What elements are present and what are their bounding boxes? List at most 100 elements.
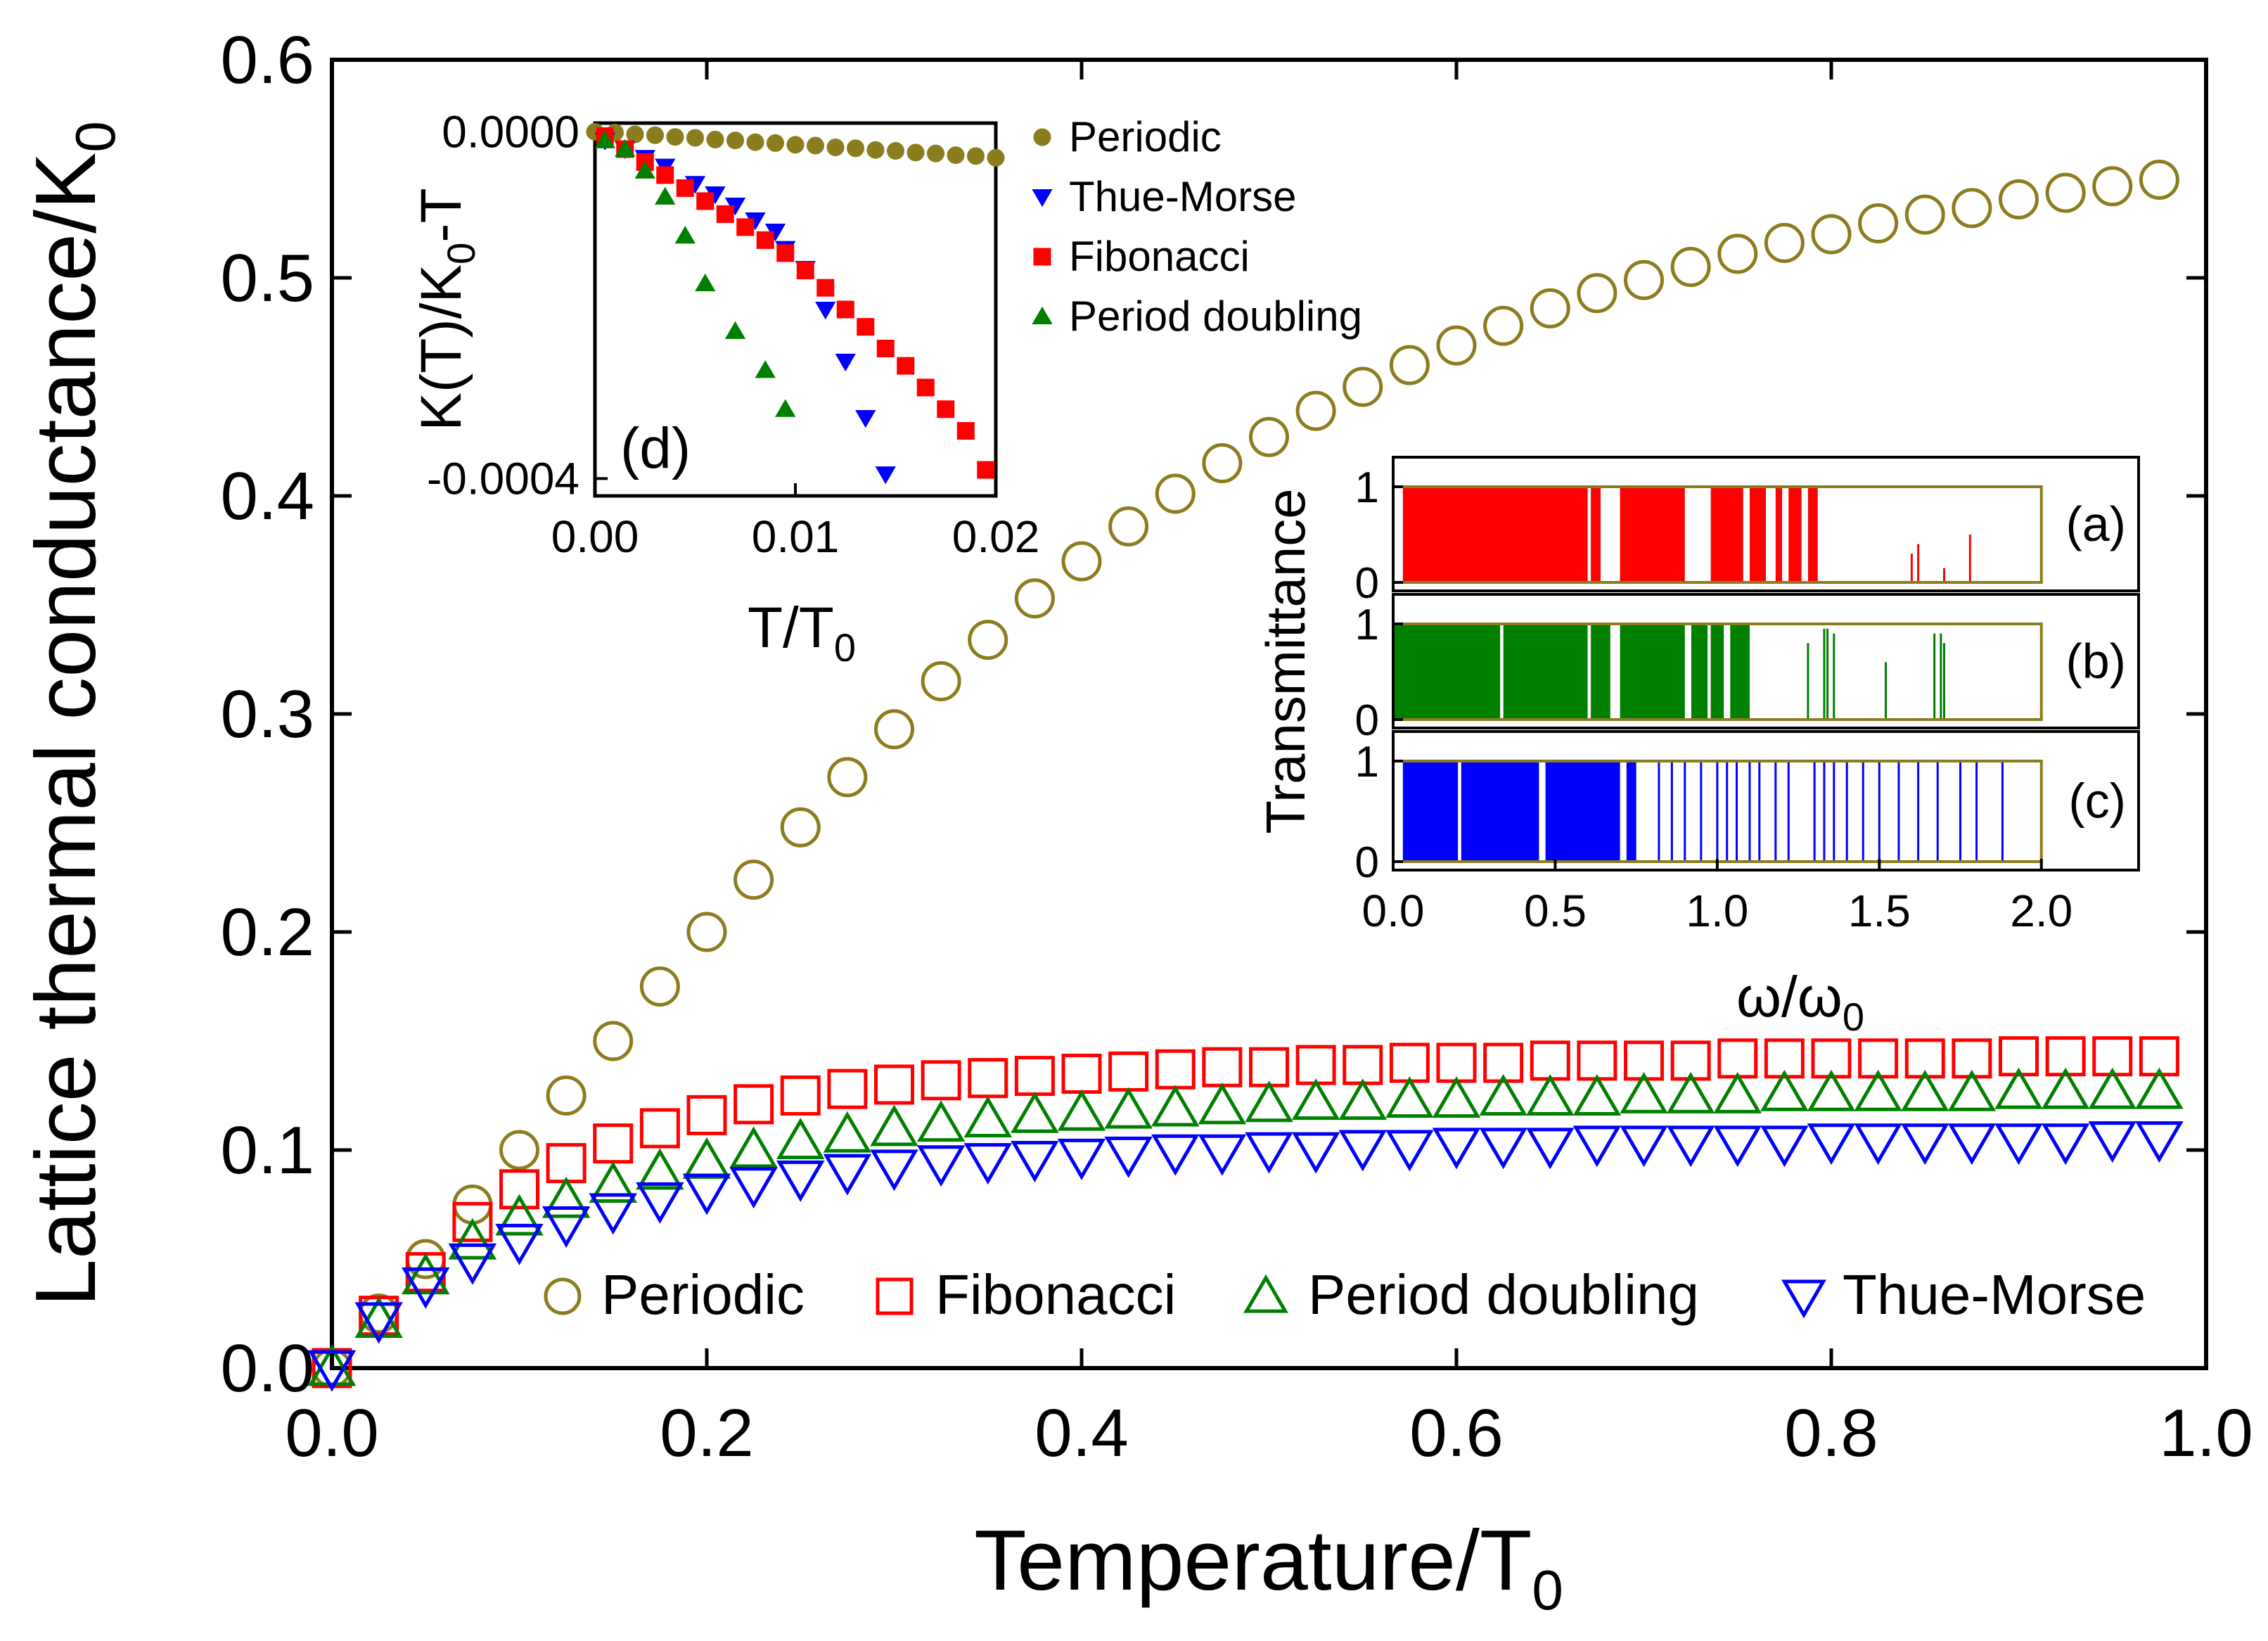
data-point-period-doubling <box>729 1126 778 1168</box>
data-point-periodic <box>639 966 680 1007</box>
data-point-periodic <box>2092 166 2133 207</box>
data-point-period-doubling <box>1291 1078 1340 1120</box>
data-point-period-doubling <box>1245 1080 1293 1123</box>
data-point-periodic <box>593 1021 634 1061</box>
inset-d-legend-marker-period-doubling <box>1032 306 1053 325</box>
main-legend-label-fibonacci: Fibonacci <box>935 1263 1176 1326</box>
inset-d-data-marks <box>586 122 1005 485</box>
inset-d-point-periodic <box>866 141 885 159</box>
data-point-thue-morse <box>2088 1121 2136 1163</box>
inset-d-x-axis-label: T/T0 <box>748 596 856 670</box>
data-point-thue-morse <box>354 1302 403 1344</box>
inset-d-point-fibonacci <box>977 461 995 479</box>
data-point-periodic <box>1811 214 1852 255</box>
main-y-tick-label: 0.4 <box>221 459 314 534</box>
inset-d-legend-marker-thue-morse <box>1032 189 1053 207</box>
transmittance-y-tick-label: 1 <box>1355 601 1379 649</box>
legend-marker-periodic <box>544 1277 582 1315</box>
data-point-fibonacci <box>1483 1042 1524 1083</box>
data-point-periodic <box>1108 506 1149 547</box>
data-point-thue-morse <box>1526 1128 1575 1170</box>
data-point-fibonacci <box>1952 1038 1992 1079</box>
data-point-periodic <box>1155 473 1196 514</box>
data-point-period-doubling <box>307 1344 357 1386</box>
data-point-fibonacci <box>968 1058 1008 1099</box>
main-legend-label-thue-morse: Thue-Morse <box>1843 1263 2146 1326</box>
inset-d-point-fibonacci <box>857 318 875 336</box>
inset-transmittance-x-axis-label-subscript: 0 <box>1843 995 1864 1039</box>
main-data-marks <box>307 160 2184 1392</box>
main-legend-marker-fibonacci <box>876 1277 914 1315</box>
data-point-fibonacci <box>1343 1045 1383 1085</box>
data-point-thue-morse <box>870 1149 918 1192</box>
transmittance-band <box>1620 487 1685 582</box>
data-point-thue-morse <box>776 1160 825 1202</box>
inset-transmittance-x-axis-label: ω/ω0 <box>1736 965 1864 1039</box>
data-point-periodic <box>1436 325 1477 366</box>
inset-d-point-periodic <box>646 126 664 144</box>
data-point-thue-morse <box>1901 1123 1949 1166</box>
inset-d-point-periodic <box>706 130 724 148</box>
main-x-axis-label-subscript: 0 <box>1532 1559 1563 1621</box>
data-point-period-doubling <box>870 1104 918 1147</box>
data-point-period-doubling <box>542 1176 591 1218</box>
data-point-period-doubling <box>1666 1071 1715 1113</box>
transmittance-band <box>1807 487 1818 582</box>
data-point-period-doubling <box>1198 1083 1247 1125</box>
main-plot: 0.0 0.2 0.4 0.6 0.8 1.00.00.10.20.30.40.50.6 … <box>18 23 2253 1621</box>
main-y-tick-label: 0.5 <box>221 241 314 316</box>
transmittance-band <box>1691 624 1708 720</box>
data-point-period-doubling <box>402 1253 450 1295</box>
inset-transmittance-y-axis-label: Transmittance <box>1255 488 1316 834</box>
data-point-thue-morse <box>1572 1125 1622 1168</box>
data-point-periodic <box>1389 345 1430 385</box>
transmittance-panel-fibonacci: 0 1 (a) <box>1355 456 2140 608</box>
main-y-axis-label-subscript: 0 <box>64 121 127 153</box>
transmittance-band <box>1591 624 1610 720</box>
data-point-period-doubling <box>1994 1067 2043 1109</box>
data-point-period-doubling <box>682 1137 731 1179</box>
data-point-thue-morse <box>2135 1121 2184 1163</box>
main-legend: Periodic Fibonacci Period doubling Thue-… <box>544 1263 2146 1326</box>
data-point-fibonacci <box>1904 1038 1945 1079</box>
data-point-period-doubling <box>776 1118 825 1159</box>
data-point-thue-morse <box>1713 1125 1762 1168</box>
data-point-fibonacci <box>686 1094 727 1135</box>
inset-d-legend-marker-fibonacci <box>1033 248 1051 266</box>
main-y-tick-label: 0.3 <box>221 677 314 752</box>
inset-d-point-fibonacci <box>756 231 774 249</box>
inset-d-point-thue-morse <box>815 301 836 320</box>
inset-d-point-fibonacci <box>937 400 955 419</box>
data-point-fibonacci <box>1858 1038 1899 1079</box>
legend-marker-fibonacci <box>876 1277 914 1315</box>
transmittance-y-tick-label: 0 <box>1355 696 1379 745</box>
main-x-tick-label: 0.2 <box>660 1396 753 1471</box>
inset-d-point-period-doubling <box>594 130 615 148</box>
inset-transmittance-plot: 01(a)01(b)01(c)0.0 0.5 1.0 1.5 2.0 Transmitt… <box>1255 454 2140 1039</box>
data-point-thue-morse <box>1198 1134 1247 1176</box>
data-point-period-doubling <box>1385 1076 1434 1118</box>
transmittance-y-tick-label: 0 <box>1355 559 1379 608</box>
inset-d-point-periodic <box>887 141 904 160</box>
main-legend-label-periodic: Periodic <box>601 1263 805 1326</box>
data-point-fibonacci <box>733 1084 774 1125</box>
data-point-thue-morse <box>729 1167 778 1209</box>
data-point-periodic <box>1717 234 1758 274</box>
inset-d-y-axis-label: K(T)/K0-T <box>409 188 483 430</box>
data-point-period-doubling <box>495 1194 544 1236</box>
transmittance-band <box>1393 624 1501 720</box>
transmittance-band <box>1620 624 1685 720</box>
data-point-periodic <box>1061 541 1102 582</box>
main-y-tick-label: 0.1 <box>221 1113 314 1188</box>
data-point-period-doubling <box>2135 1067 2184 1109</box>
data-point-thue-morse <box>1666 1125 1715 1168</box>
transmittance-panel-label: (a) <box>2065 497 2126 551</box>
data-point-periodic <box>2139 160 2179 200</box>
data-point-fibonacci <box>1155 1049 1196 1090</box>
inset-d-series-periodic <box>586 122 1005 167</box>
legend-marker-thue-morse <box>1781 1279 1826 1319</box>
data-point-thue-morse <box>1432 1128 1481 1170</box>
data-point-periodic <box>921 661 961 701</box>
inset-d-frame <box>593 121 998 498</box>
main-x-tick-label: 0.8 <box>1784 1396 1878 1471</box>
